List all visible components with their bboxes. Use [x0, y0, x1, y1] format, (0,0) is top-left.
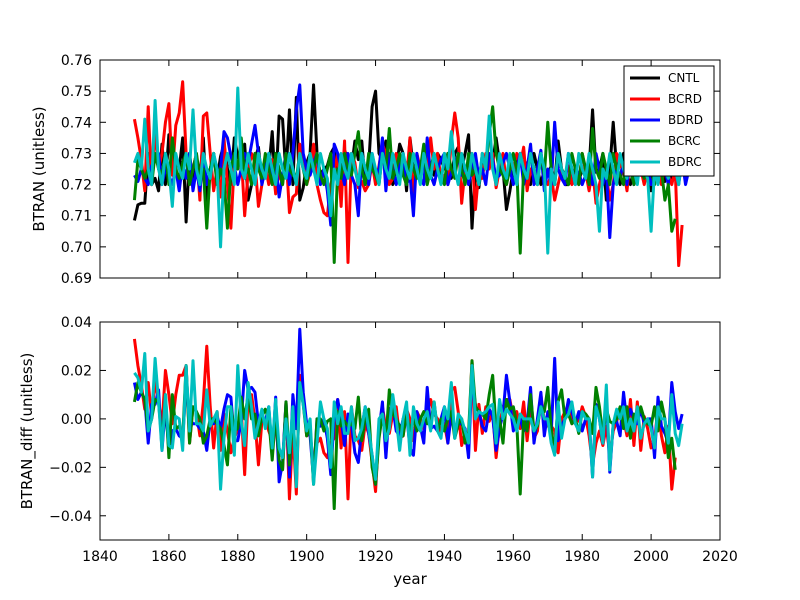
bottom-x-tick-label: 1960 [496, 549, 532, 565]
top-y-tick-label: 0.70 [61, 240, 92, 256]
top-y-axis-label: BTRAN (unitless) [30, 106, 48, 231]
bottom-y-axis-label: BTRAN_diff (unitless) [18, 353, 37, 510]
bottom-y-tick-label: 0.04 [61, 315, 92, 331]
top-series-line-bdrc [133, 86, 684, 255]
bottom-x-tick-label: 2020 [702, 549, 738, 565]
bottom-x-tick-label: 1880 [220, 549, 256, 565]
bottom-x-tick-label: 1940 [427, 549, 463, 565]
bottom-panel: −0.04−0.020.000.020.04 1840 1860 1880 1900 1… [18, 315, 738, 588]
bottom-series-line-bdrc [133, 351, 684, 491]
top-y-tick-label: 0.72 [61, 178, 92, 194]
top-y-tick-label: 0.73 [61, 146, 92, 162]
top-y-tick-label: 0.76 [61, 53, 92, 69]
bottom-y-tick-label: −0.02 [49, 460, 92, 476]
top-series-group [132, 80, 691, 268]
bottom-axes-frame [99, 321, 721, 541]
bottom-y-ticks: −0.04 −0.02 0.00 0.02 0.04 [49, 315, 720, 525]
top-y-ticks: 0.69 0.70 0.71 0.72 0.73 0.74 0.75 0.76 [61, 53, 720, 287]
top-y-tick-label: 0.74 [61, 115, 92, 131]
legend-label-bcrd: BCRD [668, 92, 702, 106]
bottom-x-tick-label: 1840 [82, 549, 118, 565]
bottom-series-group [132, 327, 684, 511]
bottom-x-tick-label: 1860 [151, 549, 187, 565]
top-y-tick-label: 0.69 [61, 271, 92, 287]
top-axes-frame [99, 59, 721, 279]
legend-label-bcrc: BCRC [668, 134, 701, 148]
bottom-x-ticks: 1840 1860 1880 1900 1920 1940 1960 1980 2000 2020 [82, 322, 738, 565]
legend-label-cntl: CNTL [668, 71, 700, 85]
bottom-y-tick-label: 0.02 [61, 363, 92, 379]
top-x-ticks [99, 60, 721, 278]
bottom-x-tick-label: 2000 [633, 549, 669, 565]
legend-label-bdrc: BDRC [668, 155, 702, 169]
top-y-tick-label: 0.75 [61, 84, 92, 100]
legend-label-bdrd: BDRD [668, 113, 703, 127]
top-y-tick-label: 0.71 [61, 209, 92, 225]
bottom-y-tick-label: 0.00 [61, 412, 92, 428]
legend-items: CNTL BCRD BDRD BCRC BDRC [630, 71, 703, 169]
top-series-line-bdrd [133, 83, 691, 240]
bottom-y-tick-label: −0.04 [49, 509, 92, 525]
bottom-x-tick-label: 1900 [289, 549, 325, 565]
x-axis-label: year [393, 570, 427, 588]
legend: CNTL BCRD BDRD BCRC BDRC [623, 65, 715, 177]
bottom-x-tick-label: 1920 [358, 549, 394, 565]
top-panel: 0.69 0.70 0.71 0.72 0.73 0.74 0.75 0.76 BTRAN (… [30, 53, 721, 287]
bottom-x-tick-label: 1980 [564, 549, 600, 565]
